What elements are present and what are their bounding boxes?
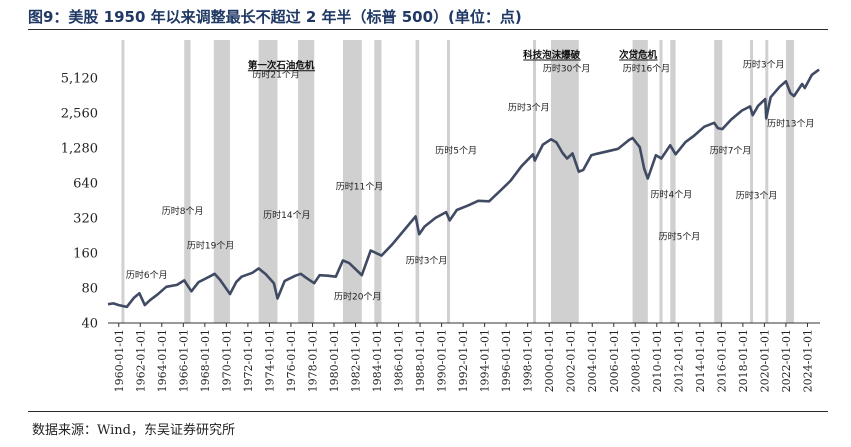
x-tick-label: 2016-01-01 <box>715 329 728 392</box>
x-tick-label: 1990-01-01 <box>436 329 449 392</box>
shaded-period <box>298 40 315 323</box>
x-tick-label: 2012-01-01 <box>672 329 685 392</box>
x-tick-label: 1962-01-01 <box>134 329 147 392</box>
shaded-period <box>533 40 537 323</box>
duration-label: 历时8个月 <box>162 205 204 217</box>
duration-label: 历时3个月 <box>508 101 550 113</box>
shaded-period <box>659 40 663 323</box>
duration-label: 历时19个月 <box>187 239 234 251</box>
shaded-period <box>374 40 382 323</box>
duration-label: 历时30个月 <box>543 62 590 74</box>
x-tick-label: 2018-01-01 <box>737 329 750 392</box>
shaded-period <box>213 40 230 323</box>
duration-label: 历时4个月 <box>651 189 693 201</box>
shaded-period <box>342 40 362 323</box>
shaded-period <box>184 40 191 323</box>
x-tick-label: 1996-01-01 <box>500 329 513 392</box>
bottom-rule <box>28 411 828 412</box>
x-tick-label: 2008-01-01 <box>629 329 642 392</box>
x-tick-label: 1966-01-01 <box>177 329 190 392</box>
x-tick-label: 1968-01-01 <box>199 329 212 392</box>
x-axis: 1960-01-01 1962-01-01 1964-01-01 1966-01-01… <box>108 322 820 392</box>
shaded-period <box>632 40 648 323</box>
duration-label: 历时11个月 <box>336 181 383 193</box>
duration-label: 历时14个月 <box>263 209 310 221</box>
x-tick-label: 2006-01-01 <box>608 329 621 392</box>
y-tick-label: 1,280 <box>61 142 98 157</box>
x-tick-label: 1984-01-01 <box>371 329 384 392</box>
y-tick-label: 640 <box>73 177 98 192</box>
x-tick-label: 1960-01-01 <box>113 329 126 392</box>
x-tick-label: 2000-01-01 <box>543 329 556 392</box>
x-tick-label: 1992-01-01 <box>457 329 470 392</box>
x-tick-label: 1970-01-01 <box>220 329 233 392</box>
duration-label: 历时20个月 <box>334 290 381 302</box>
y-tick-label: 5,120 <box>61 72 98 87</box>
duration-label: 历时5个月 <box>435 144 477 156</box>
duration-label: 历时7个月 <box>710 144 752 156</box>
duration-label: 历时5个月 <box>659 230 701 242</box>
shaded-period <box>121 40 125 323</box>
duration-label: 历时13个月 <box>767 118 814 130</box>
shaded-period <box>550 40 579 323</box>
duration-label: 历时3个月 <box>406 254 448 266</box>
shaded-period <box>446 40 450 323</box>
sp500-line <box>107 68 820 309</box>
x-tick-label: 1976-01-01 <box>285 329 298 392</box>
shaded-period <box>785 40 794 323</box>
x-tick-label: 2014-01-01 <box>694 329 707 392</box>
x-tick-label: 2010-01-01 <box>651 329 664 392</box>
crisis-label: 科技泡沫爆破 <box>523 49 581 61</box>
y-axis: 40 80 160 320 640 1,280 2,560 5,120 <box>61 72 98 332</box>
x-tick-label: 2022-01-01 <box>780 329 793 392</box>
x-tick-label: 1978-01-01 <box>306 329 319 392</box>
y-tick-label: 2,560 <box>61 107 98 122</box>
x-tick-label: 1982-01-01 <box>349 329 362 392</box>
duration-label: 历时3个月 <box>736 190 778 202</box>
shaded-period <box>714 40 723 323</box>
y-tick-label: 40 <box>81 317 98 332</box>
shaded-period <box>258 40 278 323</box>
duration-label: 历时6个月 <box>126 269 168 281</box>
crisis-label: 次贷危机 <box>619 49 658 61</box>
duration-label: 历时3个月 <box>743 59 785 71</box>
x-tick-label: 1980-01-01 <box>328 329 341 392</box>
x-tick-label: 1988-01-01 <box>414 329 427 392</box>
shaded-period <box>415 40 420 323</box>
x-tick-label: 2024-01-01 <box>801 329 814 392</box>
y-tick-label: 320 <box>73 212 98 227</box>
y-tick-label: 80 <box>81 282 98 297</box>
x-tick-label: 1974-01-01 <box>263 329 276 392</box>
x-tick-label: 2020-01-01 <box>758 329 771 392</box>
shaded-periods <box>121 40 794 323</box>
source-note: 数据来源：Wind，东吴证券研究所 <box>32 423 235 438</box>
x-tick-label: 2002-01-01 <box>565 329 578 392</box>
shaded-period <box>670 40 676 323</box>
x-tick-label: 1986-01-01 <box>393 329 406 392</box>
crisis-label: 第一次石油危机 <box>248 60 315 72</box>
duration-label: 历时16个月 <box>623 62 670 74</box>
top-rule <box>28 29 828 30</box>
x-tick-label: 1964-01-01 <box>156 329 169 392</box>
figure-title: 图9：美股 1950 年以来调整最长不超过 2 年半（标普 500）(单位：点) <box>28 8 522 26</box>
shaded-period <box>750 40 754 323</box>
x-tick-label: 1972-01-01 <box>242 329 255 392</box>
shaded-period <box>765 40 769 323</box>
y-tick-label: 160 <box>73 247 98 262</box>
x-tick-label: 1998-01-01 <box>522 329 535 392</box>
duration-annotations: 历时6个月历时8个月历时19个月历时14个月历时11个月历时20个月历时3个月历… <box>126 49 815 302</box>
x-tick-label: 1994-01-01 <box>479 329 492 392</box>
duration-label: 历时21个月 <box>252 69 299 81</box>
x-tick-label: 2004-01-01 <box>586 329 599 392</box>
